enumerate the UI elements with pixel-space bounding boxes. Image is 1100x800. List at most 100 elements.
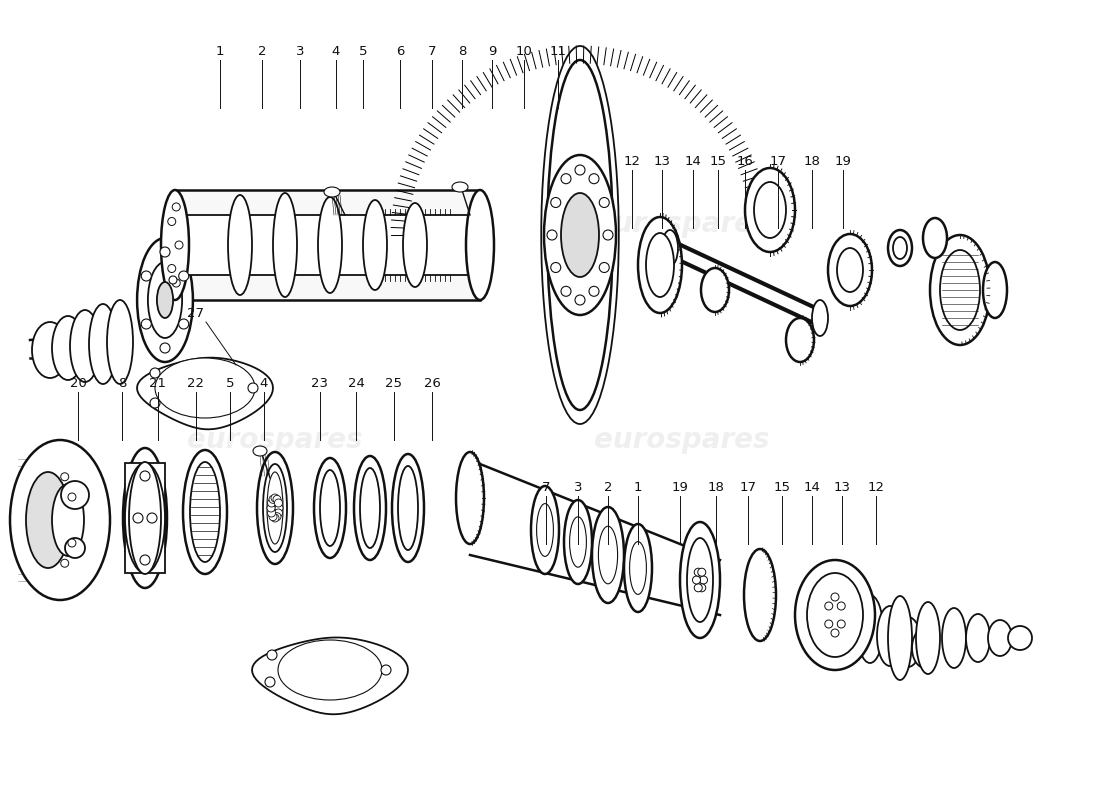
Text: 13: 13 [653, 155, 671, 168]
Ellipse shape [638, 217, 682, 313]
Circle shape [551, 198, 561, 207]
Text: eurospares: eurospares [594, 426, 770, 454]
Text: eurospares: eurospares [594, 210, 770, 238]
Ellipse shape [273, 193, 297, 297]
Circle shape [273, 495, 280, 503]
Polygon shape [125, 463, 165, 573]
Circle shape [133, 513, 143, 523]
Polygon shape [138, 358, 273, 430]
Ellipse shape [26, 472, 70, 568]
Text: 10: 10 [516, 45, 532, 58]
Ellipse shape [592, 507, 624, 603]
Ellipse shape [701, 268, 729, 312]
Ellipse shape [10, 440, 110, 600]
Ellipse shape [161, 190, 189, 300]
Text: 22: 22 [187, 377, 205, 390]
Ellipse shape [157, 282, 173, 318]
Text: 24: 24 [348, 377, 364, 390]
Circle shape [830, 629, 839, 637]
Ellipse shape [253, 446, 267, 456]
Ellipse shape [1008, 626, 1032, 650]
Ellipse shape [70, 310, 100, 382]
Ellipse shape [983, 262, 1006, 318]
Ellipse shape [916, 602, 940, 674]
Circle shape [140, 471, 150, 481]
Text: 19: 19 [672, 481, 689, 494]
Ellipse shape [155, 358, 255, 418]
Text: 5: 5 [226, 377, 234, 390]
Ellipse shape [988, 620, 1012, 656]
Circle shape [265, 677, 275, 687]
Circle shape [175, 241, 183, 249]
Circle shape [600, 262, 609, 273]
Text: 16: 16 [737, 155, 754, 168]
Text: 17: 17 [770, 155, 786, 168]
Ellipse shape [403, 203, 427, 287]
Text: 7: 7 [541, 481, 550, 494]
Circle shape [381, 665, 390, 675]
Ellipse shape [912, 628, 938, 668]
Circle shape [270, 495, 277, 503]
Circle shape [60, 481, 89, 509]
Circle shape [603, 230, 613, 240]
Circle shape [561, 174, 571, 184]
Text: 12: 12 [868, 481, 884, 494]
Ellipse shape [624, 524, 652, 612]
Ellipse shape [786, 318, 814, 362]
Text: 12: 12 [624, 155, 640, 168]
Circle shape [837, 620, 845, 628]
Ellipse shape [138, 238, 192, 362]
Circle shape [160, 343, 170, 353]
Text: 3: 3 [574, 481, 582, 494]
Circle shape [825, 620, 833, 628]
Circle shape [275, 499, 283, 507]
Text: 25: 25 [385, 377, 403, 390]
Ellipse shape [893, 237, 907, 259]
Circle shape [273, 513, 280, 521]
Ellipse shape [466, 190, 494, 300]
Circle shape [561, 286, 571, 296]
Ellipse shape [107, 300, 133, 384]
Ellipse shape [940, 250, 980, 330]
Circle shape [837, 602, 845, 610]
Ellipse shape [744, 549, 775, 641]
Circle shape [160, 247, 170, 257]
Ellipse shape [123, 448, 167, 588]
Text: 14: 14 [804, 481, 821, 494]
Circle shape [700, 576, 707, 584]
Circle shape [270, 513, 277, 521]
Ellipse shape [125, 463, 165, 573]
Text: eurospares: eurospares [187, 426, 363, 454]
Ellipse shape [190, 462, 220, 562]
Ellipse shape [324, 187, 340, 197]
Ellipse shape [812, 300, 828, 336]
Ellipse shape [837, 584, 864, 660]
Text: 15: 15 [773, 481, 791, 494]
Ellipse shape [398, 466, 418, 550]
Ellipse shape [817, 573, 843, 657]
Circle shape [68, 493, 76, 501]
Ellipse shape [278, 640, 382, 700]
Ellipse shape [888, 230, 912, 266]
Ellipse shape [688, 538, 713, 622]
Ellipse shape [363, 200, 387, 290]
Circle shape [693, 576, 701, 584]
Ellipse shape [89, 304, 117, 384]
Ellipse shape [923, 218, 947, 258]
Ellipse shape [32, 322, 68, 378]
Ellipse shape [646, 233, 674, 297]
Circle shape [173, 279, 180, 287]
Circle shape [140, 555, 150, 565]
Circle shape [267, 650, 277, 660]
Ellipse shape [314, 458, 346, 558]
Ellipse shape [544, 155, 616, 315]
Text: 8: 8 [118, 377, 127, 390]
Circle shape [169, 276, 177, 284]
Ellipse shape [754, 182, 786, 238]
Circle shape [271, 514, 279, 522]
Ellipse shape [360, 468, 379, 548]
Ellipse shape [930, 235, 990, 345]
Circle shape [60, 473, 68, 481]
Circle shape [267, 504, 275, 512]
Text: 15: 15 [710, 155, 726, 168]
